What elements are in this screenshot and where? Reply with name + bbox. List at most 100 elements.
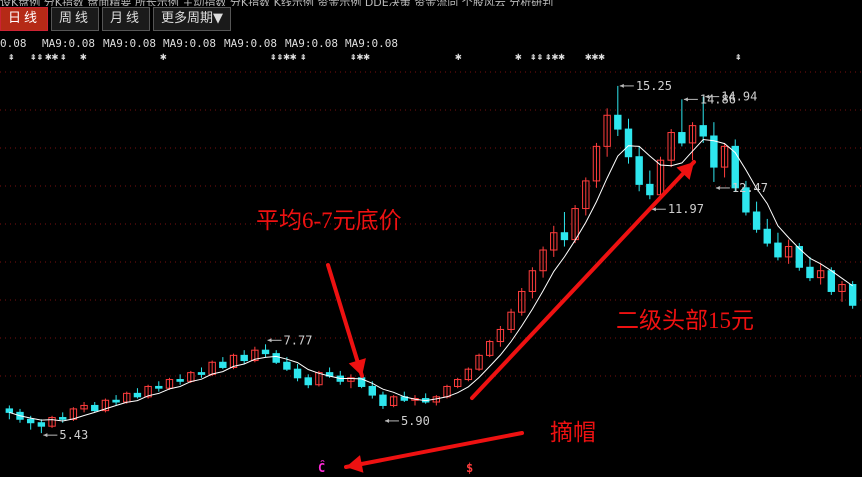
ma-label: MA9:0.08 bbox=[103, 37, 156, 50]
candle bbox=[774, 232, 782, 261]
top-menu-strip: 设K盘例 分K指数 盘面精要 所长示例 主动指数 分K指数 K线示例 资金示例 … bbox=[0, 0, 862, 6]
tab-1[interactable]: 周线 bbox=[51, 7, 100, 31]
arrow-to-bottom bbox=[326, 263, 366, 378]
price-label-peak3: 14.94 bbox=[705, 90, 757, 104]
candle bbox=[678, 99, 686, 147]
candle bbox=[219, 357, 227, 370]
candle bbox=[614, 85, 622, 136]
candle bbox=[784, 239, 793, 264]
candle bbox=[731, 139, 739, 192]
tab-3[interactable]: 更多周期▼ bbox=[153, 7, 232, 31]
candle bbox=[752, 201, 761, 233]
ma-line bbox=[9, 138, 853, 422]
svg-text:14.94: 14.94 bbox=[721, 90, 757, 104]
signal-mark: ✱✱✱ bbox=[585, 50, 605, 63]
signal-mark: ⇞ bbox=[300, 50, 307, 63]
tab-0[interactable]: 日线 bbox=[0, 7, 49, 31]
tab-2[interactable]: 月线 bbox=[102, 7, 151, 31]
candle bbox=[816, 263, 825, 285]
candle bbox=[155, 381, 163, 392]
candle bbox=[464, 367, 473, 382]
candle bbox=[550, 225, 558, 257]
signal-c-icon[interactable]: Ĉ bbox=[318, 460, 325, 475]
price-label-low_mid: 11.97 bbox=[651, 202, 704, 216]
arrow-to-signal bbox=[344, 431, 524, 473]
signal-mark: ✱ bbox=[455, 50, 462, 63]
candle bbox=[635, 146, 643, 192]
candle bbox=[421, 393, 430, 404]
candle bbox=[293, 364, 302, 382]
signal-mark: ✱✱ bbox=[45, 50, 59, 63]
signal-marks-row: ⇞ ⇞⇞ ✱✱ ⇞ ✱ ✱ ⇞⇞✱✱ ⇞ ⇞✱✱ ✱ ✱ ⇞⇞ ⇞✱✱ ✱✱✱ ⇞ bbox=[8, 50, 742, 63]
candle bbox=[37, 419, 46, 434]
svg-text:5.90: 5.90 bbox=[401, 414, 430, 428]
signal-s-icon[interactable]: $ bbox=[466, 461, 473, 475]
candle bbox=[475, 353, 483, 371]
svg-text:5.43: 5.43 bbox=[59, 428, 88, 442]
candle bbox=[603, 108, 611, 157]
candle bbox=[806, 256, 814, 282]
candle bbox=[539, 246, 547, 278]
candle bbox=[272, 350, 280, 364]
candle bbox=[389, 395, 398, 408]
candle bbox=[432, 395, 441, 406]
candle bbox=[176, 374, 184, 385]
svg-text:7.77: 7.77 bbox=[284, 333, 313, 347]
annotation-hat-off: 摘帽 bbox=[550, 420, 596, 445]
arrow-to-top bbox=[470, 160, 696, 400]
annotation-bottom-price: 平均6-7元底价 bbox=[256, 208, 402, 233]
price-label-peak_left: 7.77 bbox=[267, 333, 313, 347]
annotation-top-price: 二级头部15元 bbox=[616, 308, 754, 333]
period-tabs: 日线 周线 月线 更多周期▼ bbox=[0, 7, 232, 31]
signal-mark: ⇞ bbox=[735, 50, 742, 63]
candle bbox=[80, 402, 88, 413]
candle bbox=[486, 339, 494, 358]
candle bbox=[582, 177, 590, 216]
candle bbox=[624, 118, 633, 164]
candle bbox=[742, 180, 750, 216]
candle bbox=[795, 243, 803, 271]
candlesticks bbox=[5, 85, 857, 434]
candle bbox=[699, 96, 707, 143]
svg-text:15.25: 15.25 bbox=[636, 79, 672, 93]
signal-mark: ⇞⇞ bbox=[530, 50, 543, 63]
signal-mark: ⇞ bbox=[8, 50, 15, 63]
signal-mark: ✱ bbox=[80, 50, 87, 63]
candle bbox=[763, 218, 771, 247]
candle bbox=[528, 267, 537, 299]
svg-text:11.97: 11.97 bbox=[668, 202, 704, 216]
candle bbox=[411, 395, 419, 406]
candle bbox=[518, 288, 526, 316]
candle bbox=[347, 374, 355, 389]
candle bbox=[379, 391, 387, 409]
candle bbox=[197, 367, 206, 378]
signal-mark: ⇞✱✱ bbox=[545, 50, 565, 63]
signal-mark: ⇞⇞✱✱ bbox=[270, 50, 297, 63]
ma-label: MA9:0.08 bbox=[42, 37, 95, 50]
candle bbox=[560, 212, 569, 247]
signal-mark: ⇞⇞ bbox=[30, 50, 43, 63]
candle bbox=[688, 122, 697, 161]
candle bbox=[496, 326, 505, 347]
candle bbox=[827, 267, 836, 295]
candle bbox=[507, 308, 515, 333]
candle bbox=[592, 142, 601, 188]
signal-mark: ⇞ bbox=[60, 50, 67, 63]
candle bbox=[48, 415, 56, 428]
signal-mark: ⇞✱✱ bbox=[350, 50, 370, 63]
signal-mark: ✱ bbox=[515, 50, 522, 63]
signal-mark: ✱ bbox=[160, 50, 167, 63]
price-label-low_right: 12.47 bbox=[715, 181, 768, 195]
ma-label: MA9:0.08 bbox=[345, 37, 398, 50]
candle bbox=[710, 122, 718, 182]
candle bbox=[667, 129, 675, 168]
candle bbox=[91, 402, 99, 413]
ma-label: MA9:0.08 bbox=[285, 37, 338, 50]
price-label-low_left: 5.43 bbox=[43, 428, 88, 442]
candle bbox=[453, 377, 462, 389]
price-label-bottom: 5.90 bbox=[384, 414, 430, 428]
ma-label: MA9:0.08 bbox=[224, 37, 277, 50]
ma-legend: 0.08 MA9:0.08 MA9:0.08 MA9:0.08 MA9:0.08 MA9:… bbox=[0, 37, 398, 50]
